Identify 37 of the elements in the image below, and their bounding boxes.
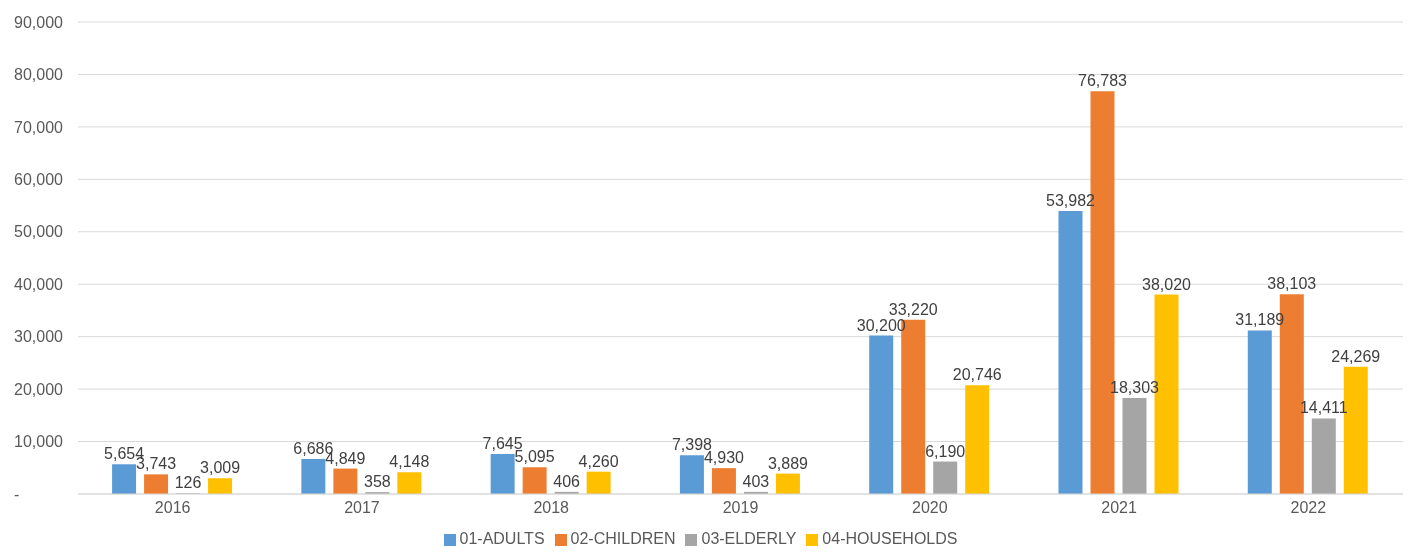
legend-label: 02-CHILDREN (570, 530, 676, 547)
data-label: 358 (364, 473, 391, 491)
y-tick-label: 10,000 (14, 433, 64, 451)
data-label: 33,220 (888, 300, 938, 318)
data-label: 406 (553, 472, 581, 490)
y-tick-label: 20,000 (14, 380, 64, 398)
y-tick-label: 70,000 (14, 118, 64, 136)
data-label: 3,889 (767, 454, 809, 472)
data-label: 4,148 (389, 453, 430, 471)
data-label: 3,009 (200, 459, 241, 477)
data-label: 403 (742, 472, 770, 490)
x-tick-label: 2016 (154, 499, 191, 517)
data-label: 20,746 (952, 366, 1002, 384)
data-label: 6,190 (925, 442, 966, 460)
y-tick-label: 30,000 (14, 328, 64, 346)
data-label: 4,930 (703, 449, 745, 467)
x-tick-label: 2019 (722, 499, 759, 517)
x-tick-label: 2020 (911, 499, 948, 517)
data-label: 38,103 (1267, 275, 1317, 293)
y-tick-label: 50,000 (14, 223, 64, 241)
x-tick-label: 2017 (344, 499, 380, 517)
data-label: 24,269 (1331, 347, 1381, 365)
legend-label: 04-HOUSEHOLDS (822, 530, 958, 547)
data-label: 76,783 (1078, 72, 1128, 90)
x-tick-label: 2018 (533, 499, 570, 517)
y-tick-label: 80,000 (14, 66, 64, 84)
data-label: 4,260 (578, 452, 619, 470)
x-tick-label: 2022 (1290, 499, 1327, 517)
y-tick-label: - (14, 485, 20, 503)
y-tick-label: 90,000 (14, 13, 64, 31)
y-tick-label: 40,000 (14, 275, 64, 293)
data-label: 38,020 (1142, 275, 1192, 293)
y-tick-label: 60,000 (14, 171, 64, 189)
x-tick-label: 2021 (1101, 499, 1137, 517)
legend-label: 01-ADULTS (459, 530, 545, 547)
legend-label: 03-ELDERLY (701, 530, 797, 547)
data-label: 126 (174, 474, 202, 492)
